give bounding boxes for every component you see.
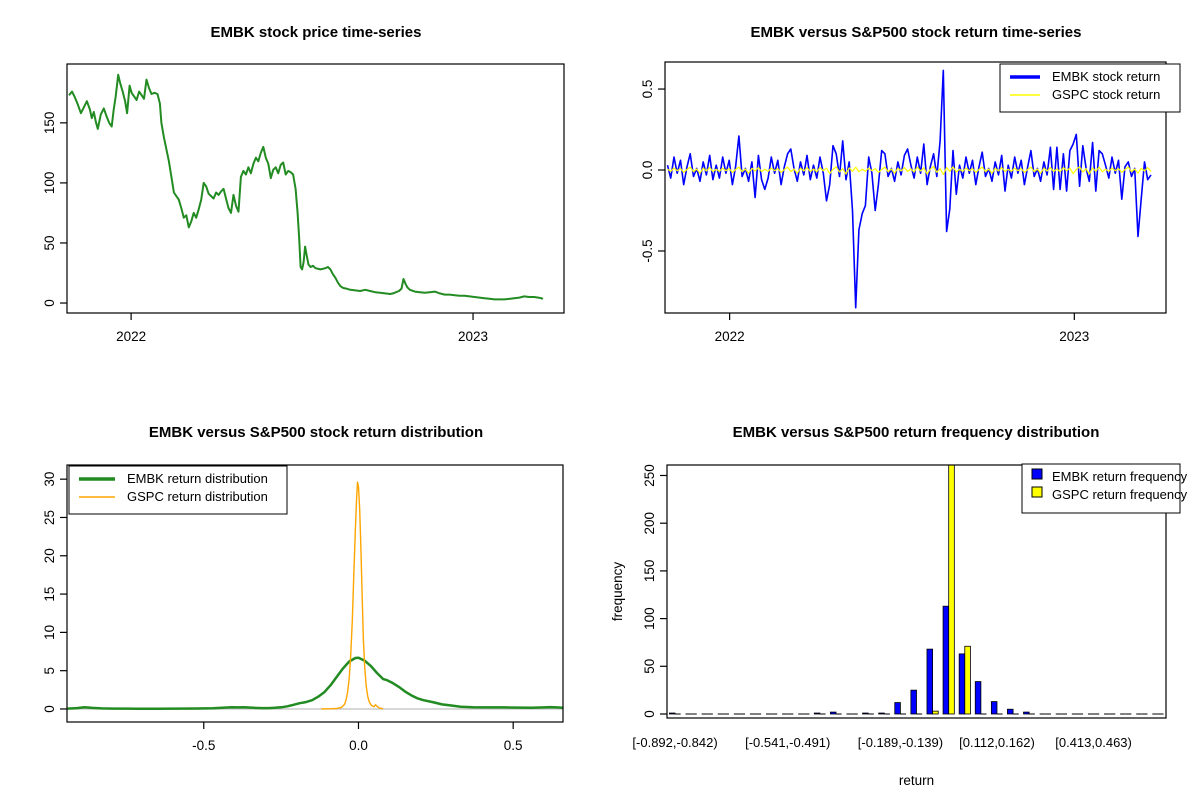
y-tick-label: 200 [642, 512, 657, 535]
legend-label: EMBK return frequency [1052, 469, 1188, 484]
y-tick-label: 15 [42, 587, 57, 602]
legend-label: EMBK stock return [1052, 69, 1160, 84]
x-tick-label: 2022 [715, 329, 745, 344]
legend-key-gspc-return-frequency [1031, 486, 1043, 498]
chart-title: EMBK stock price time-series [210, 24, 422, 41]
legend-label: EMBK return distribution [127, 471, 268, 486]
x-tick-label: 2022 [116, 329, 146, 344]
y-axis-title: frequency [610, 562, 625, 622]
y-tick-label: 30 [42, 472, 57, 487]
y-tick-label: 0 [42, 299, 57, 307]
x-tick-label: -0.5 [192, 738, 215, 753]
series-gspc-stock-return [667, 165, 1152, 176]
plot-border [666, 464, 1167, 719]
bar-embk-return-frequency [990, 701, 998, 715]
price-time-series-chart: 0 50 100 150 2022 2023 [42, 63, 565, 344]
bar-embk-return-frequency [910, 689, 917, 715]
bar-embk-return-frequency [942, 605, 950, 715]
x-bin-label: [-0.541,-0.491) [745, 735, 830, 750]
bar-embk-return-frequency [669, 712, 676, 715]
bar-embk-return-frequency [862, 712, 869, 715]
bar-embk-return-frequency [829, 711, 837, 715]
bar-embk-return-frequency [974, 681, 982, 715]
y-tick-label: 50 [642, 659, 657, 674]
return-time-series-panel: EMBK versus S&P500 stock return time-ser… [600, 0, 1200, 400]
y-tick-label: 5 [42, 667, 57, 675]
return-distribution-chart: 0 5 10 15 20 25 30 -0.5 0.0 0.5 EMBK return distri… [42, 464, 564, 753]
chart-title: EMBK versus S&P500 stock return time-ser… [750, 24, 1082, 41]
x-bin-label: [0.413,0.463) [1055, 735, 1132, 750]
plot-border [664, 61, 1167, 314]
y-tick-label: 150 [642, 560, 657, 583]
bar-embk-return-frequency [1023, 711, 1030, 715]
y-tick-label: 250 [642, 464, 657, 487]
y-tick-label: 20 [42, 548, 57, 563]
y-tick-label: 50 [42, 235, 57, 250]
y-tick-label: 0.0 [640, 161, 655, 180]
y-tick-label: 0.5 [640, 80, 655, 99]
bar-gspc-return-frequency [948, 464, 955, 715]
series-gspc-return-distribution [321, 481, 384, 710]
y-tick-label: 150 [42, 112, 57, 135]
bar-embk-return-frequency [813, 712, 821, 715]
y-tick-label: -0.5 [640, 239, 655, 262]
y-tick-label: 10 [42, 625, 57, 640]
y-tick-label: 25 [42, 510, 57, 525]
legend-box [68, 465, 288, 515]
bar-embk-return-frequency [958, 653, 966, 715]
plot-border [66, 464, 564, 723]
bar-gspc-return-frequency [964, 645, 971, 715]
x-bin-label: [-0.189,-0.139) [858, 735, 943, 750]
legend-box [999, 63, 1181, 113]
x-tick-label: 0.5 [504, 738, 523, 753]
series-embk-stock-return [666, 69, 1152, 309]
price-time-series-panel: EMBK stock price time-series 0 50 100 150 20… [0, 0, 600, 400]
plot-border [66, 63, 565, 314]
legend-key-embk-return-frequency [1031, 468, 1043, 480]
x-bin-label: [0.112,0.162) [959, 735, 1035, 750]
series-embk-price [68, 73, 544, 301]
x-tick-label: 2023 [1059, 329, 1089, 344]
legend-label: GSPC return distribution [127, 489, 268, 504]
y-tick-label: 100 [42, 172, 57, 195]
x-tick-label: 0.0 [349, 738, 368, 753]
y-tick-label: 100 [642, 607, 657, 630]
bar-gspc-return-frequency [932, 710, 939, 715]
legend-label: GSPC return frequency [1052, 487, 1188, 502]
x-tick-label: 2023 [458, 329, 488, 344]
y-tick-label: 0 [642, 710, 657, 718]
return-frequency-chart: 0 50 100 150 200 250 [-0.892,-0.842) [-0.541,-0… [610, 463, 1188, 788]
legend-label: GSPC stock return [1052, 87, 1160, 102]
y-tick-label: 0 [42, 705, 57, 713]
legend-box [1021, 463, 1181, 514]
bar-embk-return-frequency [894, 702, 901, 715]
return-time-series-chart: -0.5 0.0 0.5 2022 2023 EMBK stock return GSPC … [640, 61, 1181, 344]
chart-title: EMBK versus S&P500 return frequency dist… [732, 424, 1100, 441]
chart-title: EMBK versus S&P500 stock return distribu… [148, 424, 484, 441]
x-bin-label: [-0.892,-0.842) [632, 735, 717, 750]
x-axis-title: return [899, 773, 934, 788]
return-distribution-panel: EMBK versus S&P500 stock return distribu… [0, 400, 600, 800]
series-embk-return-distribution [67, 656, 563, 710]
bar-embk-return-frequency [926, 648, 933, 715]
bar-embk-return-frequency [878, 712, 885, 715]
return-frequency-panel: EMBK versus S&P500 return frequency dist… [600, 400, 1200, 800]
bar-embk-return-frequency [1007, 708, 1014, 715]
